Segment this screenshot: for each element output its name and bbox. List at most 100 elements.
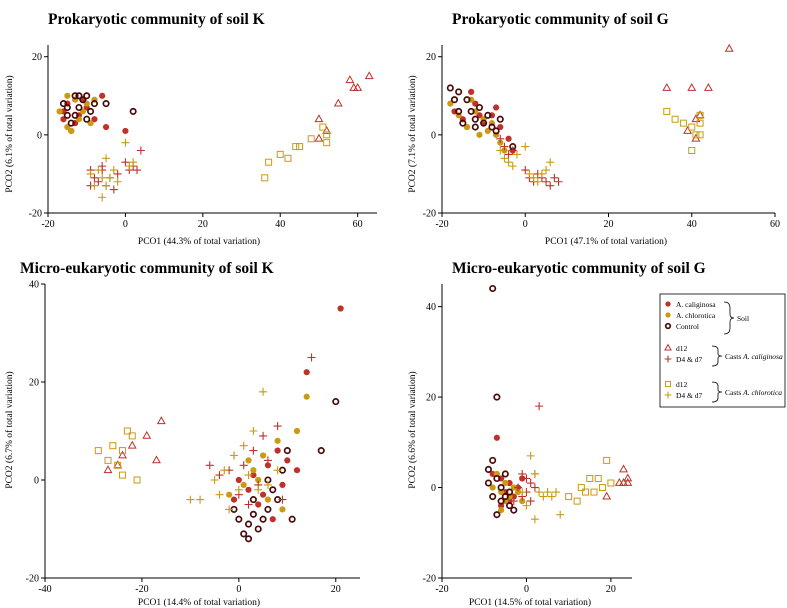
data-point	[323, 139, 331, 147]
data-point	[264, 462, 272, 469]
data-point	[156, 416, 166, 425]
y-tick-label: 0	[37, 130, 42, 141]
xlabel-prokaryotic-soil-k: PCO1 (44.3% of total variation)	[138, 236, 260, 247]
ylabel-prokaryotic-soil-g: PCO2 (7.1% of total variation)	[407, 75, 418, 192]
data-point	[129, 107, 137, 115]
data-point	[506, 502, 514, 510]
data-point	[537, 169, 546, 178]
data-point	[577, 484, 585, 492]
data-point	[284, 154, 292, 162]
data-point	[671, 115, 679, 123]
data-point	[500, 154, 509, 163]
data-point	[496, 146, 505, 155]
data-point	[519, 475, 526, 482]
data-point	[692, 131, 700, 139]
data-point	[264, 496, 272, 503]
data-point	[113, 177, 122, 186]
data-point	[293, 427, 301, 435]
data-point	[71, 111, 79, 119]
data-point	[364, 71, 374, 80]
data-point	[196, 495, 205, 504]
data-point	[99, 92, 106, 99]
data-point	[83, 115, 91, 123]
data-point	[509, 497, 518, 506]
series-3	[314, 71, 374, 142]
data-point	[250, 472, 257, 479]
data-point	[496, 115, 504, 123]
legend-markers	[664, 301, 672, 399]
data-point	[514, 483, 522, 492]
title-microeukaryotic-soil-g: Micro-eukaryotic community of soil G	[452, 260, 706, 277]
y-tick-label: 20	[29, 378, 39, 389]
data-point	[476, 131, 483, 138]
data-point	[59, 100, 68, 108]
data-point	[533, 177, 542, 186]
data-point	[274, 437, 281, 444]
data-point	[696, 111, 704, 119]
data-point	[303, 393, 310, 400]
data-point	[273, 466, 282, 475]
data-point	[235, 515, 243, 523]
data-point	[546, 181, 555, 190]
data-point	[127, 440, 137, 449]
legend-marker	[664, 355, 672, 363]
data-point	[468, 88, 475, 95]
data-point	[506, 488, 514, 496]
legend-marker	[664, 380, 672, 388]
data-point	[293, 467, 301, 474]
data-point	[484, 111, 492, 119]
data-point	[565, 493, 573, 501]
data-point	[186, 495, 195, 504]
data-point	[546, 158, 555, 167]
data-point	[455, 107, 463, 115]
data-point	[502, 479, 509, 487]
data-point	[276, 150, 284, 158]
legend-label-control: Control	[676, 322, 699, 331]
data-point	[288, 515, 296, 523]
data-point	[519, 498, 526, 505]
data-point	[498, 507, 505, 514]
data-point	[83, 92, 91, 100]
data-point	[598, 484, 606, 492]
y-tick-label: 20	[426, 393, 436, 404]
data-point	[68, 127, 75, 135]
data-point	[125, 162, 134, 171]
data-point	[63, 111, 71, 119]
series-5	[663, 107, 704, 154]
data-point	[542, 177, 551, 186]
data-point	[292, 143, 300, 151]
data-point	[522, 501, 531, 510]
data-point	[94, 177, 103, 186]
data-point	[296, 143, 304, 151]
data-point	[493, 393, 501, 401]
data-point	[446, 84, 454, 92]
data-point	[75, 103, 83, 112]
data-point	[274, 447, 281, 454]
data-point	[234, 485, 243, 494]
data-point	[623, 477, 633, 486]
data-point	[307, 135, 315, 143]
data-point	[205, 461, 214, 470]
data-point	[119, 447, 127, 455]
data-point	[450, 96, 459, 104]
data-point	[493, 511, 501, 519]
data-point	[307, 353, 316, 362]
data-point	[102, 100, 110, 108]
data-point	[471, 115, 479, 123]
data-point	[526, 451, 535, 460]
series-6	[496, 142, 555, 186]
data-point	[303, 369, 310, 376]
data-point	[255, 476, 262, 484]
data-point	[109, 166, 118, 175]
series-3	[602, 464, 633, 500]
data-point	[98, 162, 107, 171]
legend-marker	[664, 343, 672, 351]
data-point	[518, 488, 527, 497]
x-tick-label: -20	[41, 219, 54, 230]
series-6	[186, 387, 282, 514]
data-point	[102, 181, 111, 190]
data-point	[269, 516, 276, 523]
data-point	[535, 488, 544, 497]
data-point	[250, 467, 257, 474]
